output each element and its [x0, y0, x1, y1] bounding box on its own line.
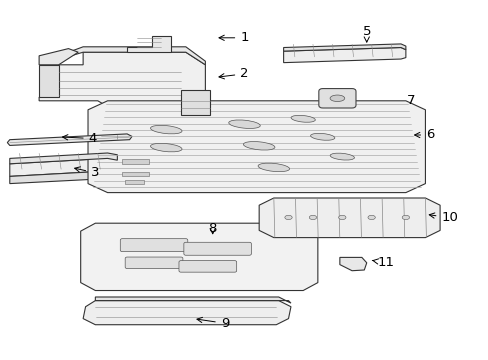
- Polygon shape: [181, 90, 210, 115]
- Text: 3: 3: [75, 166, 100, 179]
- Polygon shape: [283, 48, 405, 63]
- FancyBboxPatch shape: [125, 257, 183, 269]
- Ellipse shape: [150, 143, 182, 152]
- Text: 6: 6: [414, 129, 434, 141]
- Polygon shape: [81, 223, 317, 291]
- Bar: [124, 180, 144, 184]
- Polygon shape: [283, 44, 405, 51]
- Ellipse shape: [284, 215, 291, 220]
- Text: 11: 11: [371, 256, 394, 269]
- Polygon shape: [88, 101, 425, 193]
- Ellipse shape: [258, 163, 289, 172]
- Polygon shape: [95, 297, 290, 303]
- Polygon shape: [339, 257, 366, 271]
- Ellipse shape: [329, 95, 344, 102]
- Ellipse shape: [308, 215, 316, 220]
- Polygon shape: [259, 198, 439, 238]
- FancyBboxPatch shape: [179, 261, 236, 272]
- Ellipse shape: [401, 215, 409, 220]
- Text: 8: 8: [208, 222, 217, 235]
- Text: 10: 10: [428, 211, 457, 224]
- FancyBboxPatch shape: [183, 242, 251, 255]
- Polygon shape: [10, 171, 117, 184]
- Text: 4: 4: [62, 132, 97, 145]
- Text: 5: 5: [362, 25, 370, 42]
- Ellipse shape: [310, 133, 334, 140]
- Text: 1: 1: [219, 31, 248, 44]
- Ellipse shape: [150, 125, 182, 134]
- Bar: [122, 159, 149, 164]
- Ellipse shape: [367, 215, 375, 220]
- Ellipse shape: [290, 115, 315, 122]
- Polygon shape: [59, 47, 205, 65]
- Polygon shape: [127, 36, 171, 52]
- Ellipse shape: [243, 141, 274, 150]
- Bar: [122, 172, 149, 176]
- Polygon shape: [39, 65, 59, 97]
- Polygon shape: [10, 153, 117, 164]
- Text: 9: 9: [197, 317, 229, 330]
- Polygon shape: [83, 301, 290, 325]
- Polygon shape: [39, 49, 78, 65]
- Text: 7: 7: [406, 94, 414, 107]
- Polygon shape: [7, 134, 132, 145]
- Polygon shape: [39, 52, 205, 115]
- FancyBboxPatch shape: [120, 239, 187, 252]
- Text: 2: 2: [219, 67, 248, 80]
- Ellipse shape: [228, 120, 260, 129]
- Ellipse shape: [329, 153, 354, 160]
- Polygon shape: [10, 158, 117, 176]
- Ellipse shape: [338, 215, 346, 220]
- FancyBboxPatch shape: [318, 89, 355, 108]
